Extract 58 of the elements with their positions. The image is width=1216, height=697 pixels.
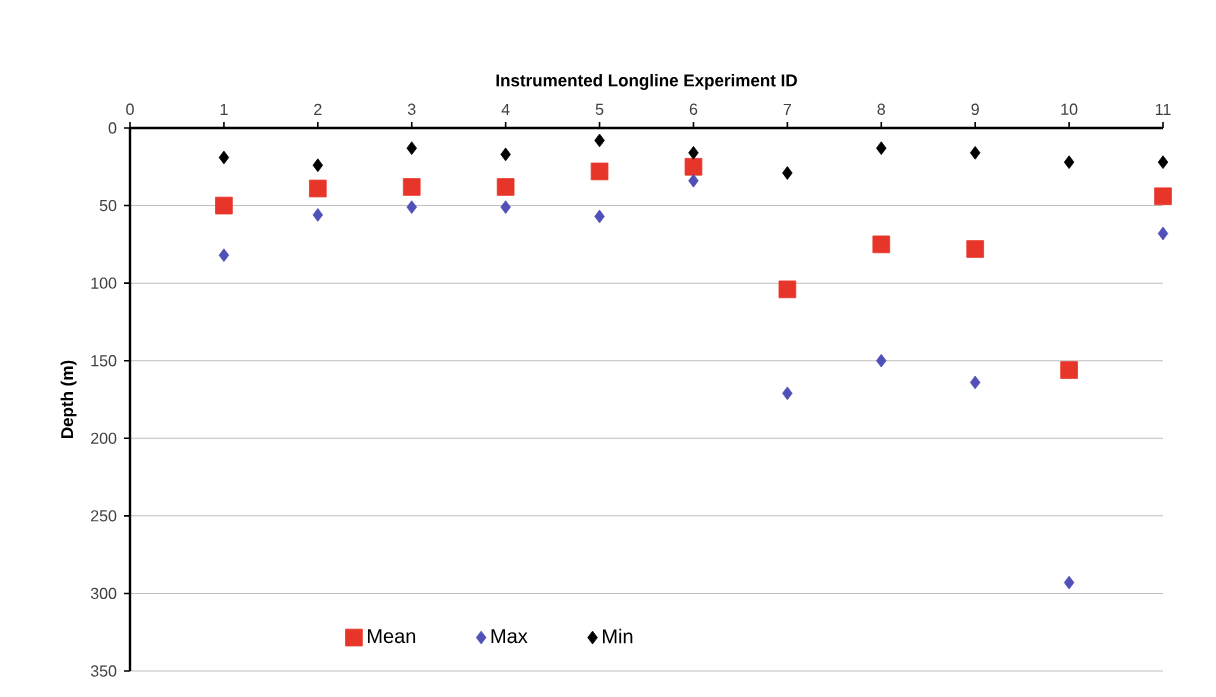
point (312, 158, 324, 173)
point (688, 146, 699, 160)
point (406, 200, 417, 214)
y-tick-label: 50 (99, 199, 117, 212)
point (876, 353, 887, 368)
point (1157, 155, 1169, 169)
point (496, 178, 515, 196)
point (218, 150, 230, 165)
point (309, 179, 327, 198)
point (1157, 226, 1169, 241)
point (782, 386, 793, 401)
x-tick-label: 4 (501, 103, 510, 115)
x-tick-label: 3 (407, 103, 416, 115)
point (1063, 575, 1075, 590)
point (312, 208, 324, 222)
point (969, 146, 981, 160)
point (406, 141, 417, 155)
x-tick-label: 6 (689, 103, 698, 115)
y-tick-label: 150 (91, 355, 117, 367)
point (1060, 361, 1078, 379)
x-tick-label: 11 (1155, 103, 1171, 115)
y-axis-title: Depth (m) (60, 360, 77, 439)
x-tick-label: 8 (877, 103, 886, 115)
point (1154, 187, 1172, 206)
x-tick-label: 10 (1061, 103, 1078, 115)
point (590, 162, 609, 181)
y-tick-label: 200 (91, 432, 117, 444)
point (500, 200, 511, 214)
point (969, 375, 981, 390)
y-tick-label: 100 (91, 277, 117, 289)
legend-label: Mean (367, 629, 416, 644)
point (215, 196, 233, 215)
point (594, 209, 605, 224)
point (684, 157, 703, 176)
point (218, 248, 230, 263)
x-axis-title: Instrumented Longline Experiment ID (496, 73, 797, 90)
y-tick-label: 300 (90, 587, 117, 600)
point (688, 173, 699, 188)
y-tick-label: 0 (108, 122, 117, 134)
point (1063, 155, 1075, 169)
x-tick-label: 2 (314, 103, 322, 115)
point (778, 280, 797, 299)
x-tick-label: 5 (595, 103, 604, 115)
x-tick-label: 7 (783, 103, 792, 115)
point (966, 240, 984, 258)
x-tick-label: 9 (971, 103, 979, 115)
x-tick-label: 1 (220, 103, 228, 115)
legend-label: Max (491, 629, 528, 644)
point (594, 133, 605, 148)
x-tick-label: 0 (126, 103, 134, 115)
legend-label: Min (602, 628, 633, 644)
y-tick-label: 350 (90, 665, 117, 677)
point (876, 141, 887, 155)
y-tick-label: 250 (91, 510, 117, 522)
point (872, 235, 891, 254)
point (500, 147, 511, 162)
point (402, 178, 421, 196)
point (782, 166, 793, 180)
